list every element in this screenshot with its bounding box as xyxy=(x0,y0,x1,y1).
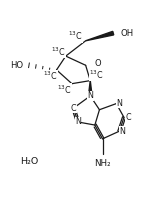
Text: O: O xyxy=(95,59,102,68)
Text: OH: OH xyxy=(121,29,134,38)
Text: H₂O: H₂O xyxy=(20,157,38,166)
Text: HO: HO xyxy=(10,61,23,70)
Text: N: N xyxy=(75,117,81,127)
Text: N: N xyxy=(116,99,122,108)
Text: C: C xyxy=(71,104,76,113)
Text: N: N xyxy=(119,127,125,136)
Text: N: N xyxy=(87,91,93,100)
Text: $^{13}$C: $^{13}$C xyxy=(57,84,72,96)
Polygon shape xyxy=(86,31,114,41)
Text: $^{13}$C: $^{13}$C xyxy=(68,30,82,42)
Text: $^{13}$C: $^{13}$C xyxy=(43,70,58,82)
Text: $^{13}$C: $^{13}$C xyxy=(89,68,104,81)
Text: $^{13}$C: $^{13}$C xyxy=(51,45,65,58)
Polygon shape xyxy=(88,81,92,96)
Text: C: C xyxy=(126,113,131,122)
Text: NH₂: NH₂ xyxy=(94,159,111,168)
